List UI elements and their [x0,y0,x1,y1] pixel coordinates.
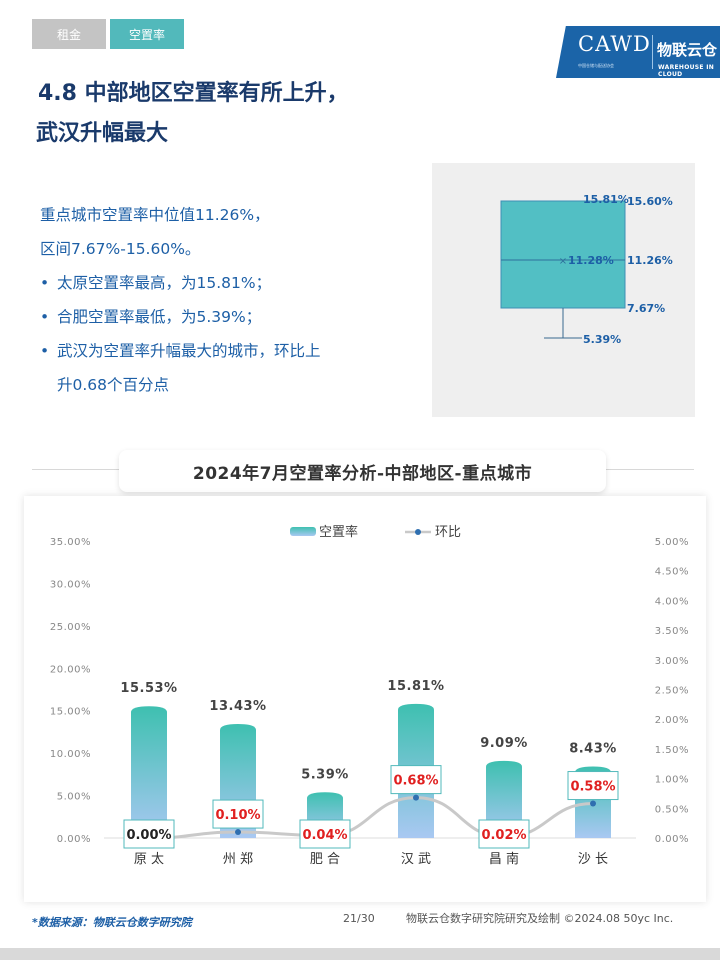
right-axis-tick: 2.50% [655,686,689,697]
vacancy-chart: 空置率 环比 35.00% 30.00% 25.00% 20.00% 15.00% 10.… [50,524,689,867]
legend-line-dot [415,529,421,535]
tab-bar: 租金 空置率 [32,19,184,49]
left-axis-tick: 35.00% [50,537,91,548]
data-source: *数据来源：物联云仓数字研究院 [32,916,192,929]
summary-line2: 区间7.67%-15.60%。 [40,240,201,258]
box-max-label: 15.81% [583,193,629,206]
page-number: 21/30 [343,912,375,925]
line-value-box [478,819,530,849]
tab-rent[interactable]: 租金 [32,19,106,49]
line-value-box [123,819,175,849]
page-title-line2: 武汉升幅最大 [36,121,169,146]
right-axis-tick: 4.50% [655,567,689,578]
box-iqr [500,200,626,309]
bar-value-label: 9.09% [480,736,528,751]
line-value-labels: 0.00% 0.10% 0.04% 0.68% 0.02% 0.58% [123,765,619,849]
bar-value-label: 13.43% [209,699,266,714]
category-label: 州 郑 [223,852,253,867]
legend-bar-swatch [290,527,316,536]
logo-en-text: WAREHOUSE IN CLOUD [658,64,715,78]
category-label: 肥 合 [310,852,340,867]
line-value-label: 0.10% [215,808,260,823]
line-value-label: 0.58% [570,780,615,795]
summary-bullet-increase-line1: 武汉为空置率升幅最大的城市，环比上 [57,342,321,360]
right-axis-tick: 5.00% [655,537,689,548]
right-axis-tick: 0.50% [655,804,689,815]
box-q3-label: 15.60% [627,195,673,208]
left-axis-tick: 10.00% [50,749,91,760]
page-title: 4.8 中部地区空置率有所上升， 武汉升幅最大 [36,74,349,154]
category-label: 昌 南 [489,851,519,867]
legend-bar-label: 空置率 [319,524,358,540]
bar-value-label: 8.43% [569,741,617,756]
chart-legend: 空置率 环比 [290,524,461,540]
line-value-label: 0.04% [302,828,347,843]
left-axis-tick: 0.00% [57,834,91,845]
tab-vacancy[interactable]: 空置率 [110,19,184,49]
bottom-bar [0,948,720,960]
summary-bullet-highest: 太原空置率最高，为15.81%； [40,266,400,300]
right-axis-tick: 2.00% [655,715,689,726]
box-min-label: 5.39% [583,333,621,346]
summary-bullet-increase: 武汉为空置率升幅最大的城市，环比上 升0.68个百分点 [40,334,400,402]
line-point [590,800,596,807]
bar-value-label: 5.39% [301,767,349,782]
line-value-box [212,799,264,829]
bar-value-label: 15.81% [387,679,444,694]
legend-line-label: 环比 [435,525,461,540]
category-label: 沙 长 [578,852,608,867]
right-axis-tick: 0.00% [655,834,689,845]
category-label: 汉 武 [401,852,431,867]
category-label: 原 太 [134,852,164,867]
line-value-label: 0.68% [393,774,438,789]
line-value-label: 0.02% [481,828,526,843]
box-mean-label: 11.28% [568,254,614,267]
left-axis: 35.00% 30.00% 25.00% 20.00% 15.00% 10.00% 5.00… [50,537,91,845]
summary-bullet-increase-line2: 升0.68个百分点 [57,376,170,394]
right-axis-tick: 3.50% [655,626,689,637]
bar-value-label: 15.53% [120,681,177,696]
logo-sub-text: 中国仓储与配送协会 [578,63,614,68]
left-axis-tick: 25.00% [50,622,91,633]
summary-line1: 重点城市空置率中位值11.26%， [40,206,270,224]
right-axis-tick: 1.50% [655,745,689,756]
chart-title: 2024年7月空置率分析-中部地区-重点城市 [119,450,606,492]
line-value-label: 0.00% [126,828,171,843]
category-labels: 原 太州 郑肥 合汉 武昌 南沙 长 [134,851,608,867]
summary-bullet-lowest: 合肥空置率最低，为5.39%； [40,300,400,334]
line-value-box [390,765,442,795]
logo-cawd-text: CAWD [578,32,651,56]
left-axis-tick: 15.00% [50,707,91,718]
line-value-box [567,771,619,801]
box-plot-panel: × 15.81% 15.60% 11.28% 11.26% 7.67% 5.39… [432,163,695,417]
footer-credit: 物联云仓数字研究院研究及绘制 ©2024.08 50yc Inc. [406,912,674,925]
logo-divider [652,35,653,69]
bar [486,760,522,838]
brand-logo: CAWD 中国仓储与配送协会 物联云仓 WAREHOUSE IN CLOUD [556,26,720,78]
page-title-line1: 4.8 中部地区空置率有所上升， [38,81,349,106]
left-axis-tick: 30.00% [50,579,91,590]
right-axis: 5.00% 4.50% 4.00% 3.50% 3.00% 2.50% 2.00% 1.50%… [655,537,689,845]
box-mean-marker: × [559,256,567,267]
line-point [235,829,241,836]
right-axis-tick: 4.00% [655,596,689,607]
summary-text: 重点城市空置率中位值11.26%， 区间7.67%-15.60%。 太原空置率最… [40,198,400,402]
left-axis-tick: 20.00% [50,664,91,675]
bar [131,706,167,838]
line-point [413,794,419,801]
bar-value-labels: 15.53% 13.43% 5.39% 15.81% 9.09% 8.43% [120,679,616,782]
logo-cn-text: 物联云仓 [657,41,718,59]
box-plot: × 15.81% 15.60% 11.28% 11.26% 7.67% 5.39… [500,193,673,346]
left-axis-tick: 5.00% [57,792,91,803]
box-median-label: 11.26% [627,254,673,267]
right-axis-tick: 3.00% [655,656,689,667]
box-q1-label: 7.67% [627,302,665,315]
chart-card: 空置率 环比 35.00% 30.00% 25.00% 20.00% 15.00% 10.… [24,496,706,902]
line-value-box [299,819,351,849]
right-axis-tick: 1.00% [655,775,689,786]
